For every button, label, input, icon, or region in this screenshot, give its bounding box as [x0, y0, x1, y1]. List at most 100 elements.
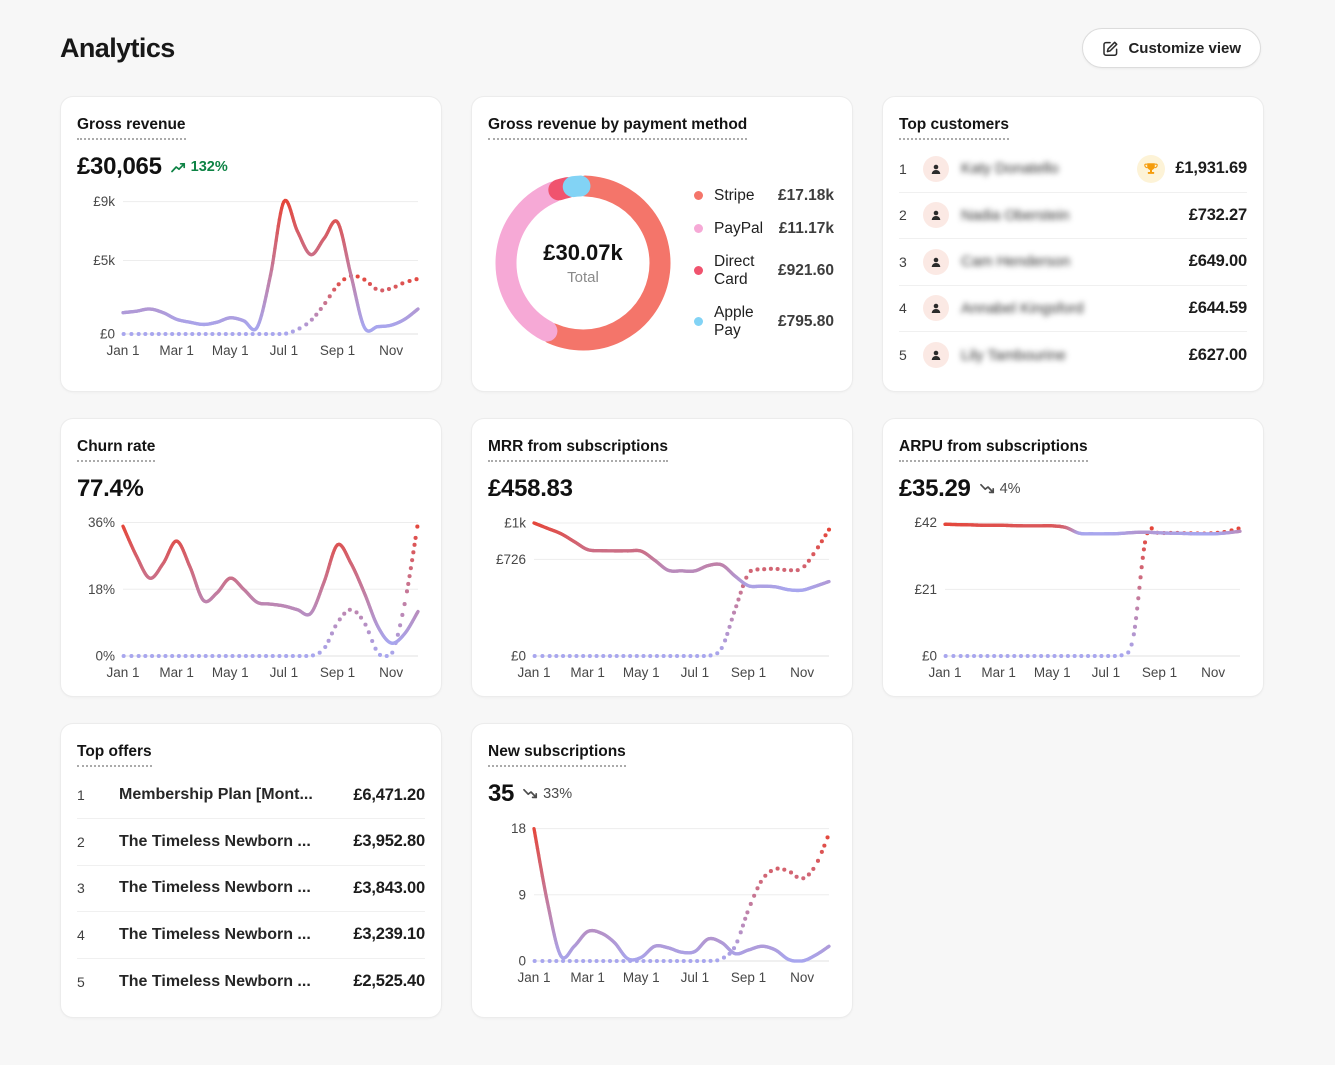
churn-rate-chart[interactable]: 0%18%36%Jan 1Mar 1May 1Jul 1Sep 1Nov: [77, 508, 425, 684]
gross-revenue-trend: 132%: [171, 159, 228, 175]
offer-amount: £3,239.10: [353, 925, 425, 944]
offer-rank: 2: [77, 834, 95, 850]
svg-text:Jan 1: Jan 1: [517, 970, 550, 985]
trend-label: 4%: [1000, 481, 1021, 497]
svg-text:18%: 18%: [88, 581, 115, 596]
offer-row: 4 The Timeless Newborn ...£3,239.10: [77, 912, 425, 959]
svg-text:Mar 1: Mar 1: [981, 665, 1016, 680]
svg-text:£21: £21: [914, 581, 937, 596]
new-subscriptions-chart[interactable]: 0918Jan 1Mar 1May 1Jul 1Sep 1Nov: [488, 813, 836, 989]
offer-row: 5The Timeless Newborn ...£2,525.40: [77, 959, 425, 1006]
svg-text:Sep 1: Sep 1: [731, 970, 766, 985]
mrr-chart[interactable]: £0£726£1kJan 1Mar 1May 1Jul 1Sep 1Nov: [488, 508, 836, 684]
svg-text:18: 18: [511, 821, 526, 836]
customer-rank: 2: [899, 207, 917, 223]
svg-text:Jul 1: Jul 1: [270, 343, 299, 358]
svg-text:Nov: Nov: [790, 665, 814, 680]
svg-text:Jul 1: Jul 1: [1092, 665, 1121, 680]
svg-text:0: 0: [518, 953, 526, 968]
gross-revenue-title[interactable]: Gross revenue: [77, 116, 186, 140]
offer-row: 1Membership Plan [Mont...£6,471.20: [77, 773, 425, 820]
offer-rank: 4: [77, 927, 95, 943]
customer-amount: £644.59: [1189, 299, 1247, 318]
legend-dot: [694, 224, 703, 233]
svg-text:36%: 36%: [88, 515, 115, 530]
offer-rank: 1: [77, 787, 95, 803]
analytics-page: Analytics Customize view Gross revenue £…: [0, 0, 1335, 1036]
customer-amount: £1,931.69: [1175, 159, 1247, 178]
edit-icon: [1102, 40, 1119, 57]
customer-rank: 1: [899, 161, 917, 177]
offer-amount: £6,471.20: [353, 786, 425, 805]
legend-dot: [694, 317, 703, 326]
svg-text:Sep 1: Sep 1: [320, 343, 355, 358]
person-icon: [923, 342, 949, 368]
person-icon: [923, 249, 949, 275]
legend-dot: [694, 266, 703, 275]
arpu-title[interactable]: ARPU from subscriptions: [899, 438, 1088, 462]
donut-chart[interactable]: [488, 168, 678, 358]
churn-rate-title[interactable]: Churn rate: [77, 438, 155, 462]
customer-rank: 4: [899, 300, 917, 316]
trend-label: 132%: [191, 159, 228, 175]
new-subscriptions-title[interactable]: New subscriptions: [488, 743, 626, 767]
customer-name: Katy Donatello: [961, 160, 1137, 177]
svg-text:Sep 1: Sep 1: [320, 665, 355, 680]
mrr-title[interactable]: MRR from subscriptions: [488, 438, 668, 462]
customer-name: Lily Tambourine: [961, 347, 1189, 364]
svg-text:Nov: Nov: [379, 665, 403, 680]
legend-dot: [694, 191, 703, 200]
legend-item: Direct Card£921.60: [694, 253, 834, 289]
legend-label: Stripe: [714, 187, 755, 205]
svg-text:May 1: May 1: [212, 343, 249, 358]
svg-text:May 1: May 1: [1034, 665, 1071, 680]
legend-value: £17.18k: [778, 187, 834, 205]
page-header: Analytics Customize view: [60, 28, 1261, 68]
svg-text:£9k: £9k: [93, 194, 115, 209]
customer-amount: £732.27: [1189, 206, 1247, 225]
arpu-trend: 4%: [980, 481, 1021, 497]
gross-revenue-chart[interactable]: £0£5k£9kJan 1Mar 1May 1Jul 1Sep 1Nov: [77, 186, 425, 362]
svg-text:£0: £0: [100, 327, 115, 342]
svg-text:9: 9: [518, 887, 526, 902]
page-title: Analytics: [60, 33, 175, 64]
trend-down-icon: [980, 483, 995, 494]
legend-value: £921.60: [778, 262, 834, 280]
offer-name: The Timeless Newborn ...: [119, 833, 353, 851]
offer-name: The Timeless Newborn ...: [119, 926, 353, 944]
legend-value: £795.80: [778, 313, 834, 331]
top-customers-list: 1 Katy Donatello £1,931.69 2Nadia Oberstein…: [899, 146, 1247, 379]
top-offers-title[interactable]: Top offers: [77, 743, 152, 767]
payment-method-title[interactable]: Gross revenue by payment method: [488, 116, 747, 140]
top-customers-title[interactable]: Top customers: [899, 116, 1009, 140]
offer-amount: £2,525.40: [353, 972, 425, 991]
legend-label: Apple Pay: [714, 304, 778, 340]
svg-text:Mar 1: Mar 1: [570, 970, 605, 985]
person-icon: [923, 156, 949, 182]
customer-row: 3Cam Henderson£649.00: [899, 239, 1247, 286]
svg-text:£1k: £1k: [504, 515, 526, 530]
svg-text:£0: £0: [511, 648, 526, 663]
trend-down-icon: [523, 788, 538, 799]
svg-text:May 1: May 1: [212, 665, 249, 680]
svg-text:Nov: Nov: [1201, 665, 1225, 680]
payment-method-donut[interactable]: £30.07k Total: [488, 168, 678, 358]
mrr-card: MRR from subscriptions £458.83 £0£726£1k…: [471, 418, 853, 697]
svg-text:0%: 0%: [95, 648, 115, 663]
customer-row: 2Nadia Oberstein£732.27: [899, 193, 1247, 240]
svg-text:May 1: May 1: [623, 665, 660, 680]
offer-row: 3The Timeless Newborn ...£3,843.00: [77, 866, 425, 913]
arpu-chart[interactable]: £0£21£42Jan 1Mar 1May 1Jul 1Sep 1Nov: [899, 508, 1247, 684]
new-subscriptions-card: New subscriptions 35 33% 0918Jan 1Mar 1M…: [471, 723, 853, 1019]
svg-text:Nov: Nov: [379, 343, 403, 358]
customer-row: 5Lily Tambourine£627.00: [899, 332, 1247, 379]
arpu-value: £35.29: [899, 475, 971, 503]
svg-text:£0: £0: [922, 648, 937, 663]
customer-amount: £649.00: [1189, 252, 1247, 271]
legend-item: PayPal£11.17k: [694, 220, 834, 238]
svg-text:Jan 1: Jan 1: [517, 665, 550, 680]
customize-view-button[interactable]: Customize view: [1082, 28, 1261, 68]
new-subscriptions-trend: 33%: [523, 786, 572, 802]
svg-text:Mar 1: Mar 1: [159, 665, 194, 680]
legend-item: Apple Pay£795.80: [694, 304, 834, 340]
